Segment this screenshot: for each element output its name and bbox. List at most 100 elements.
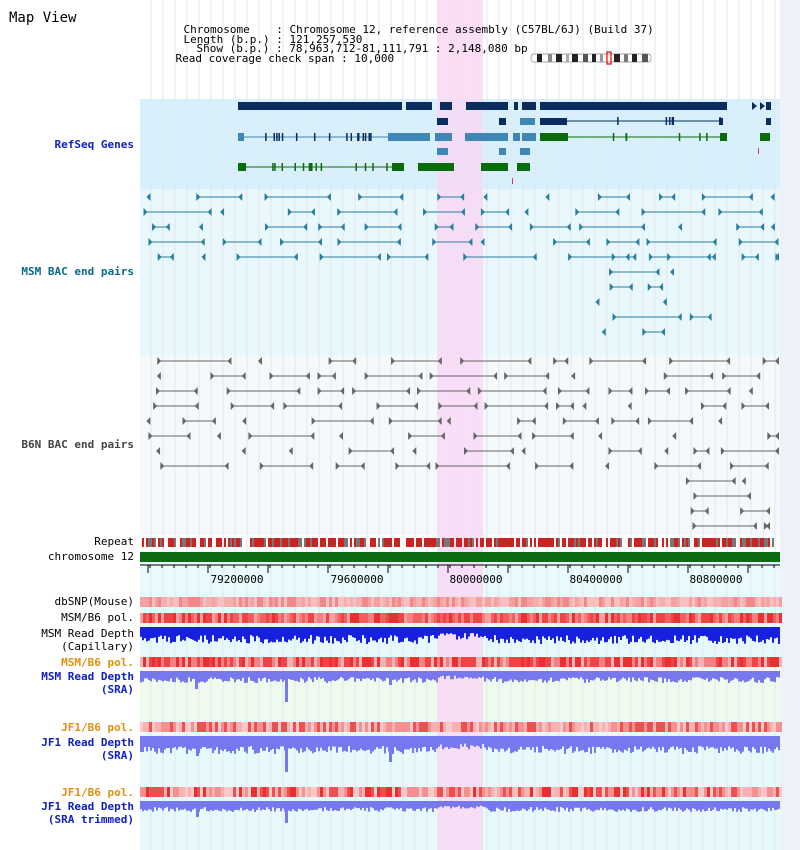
read-depth-bar	[516, 671, 518, 681]
polymorphism-cell	[245, 613, 248, 623]
read-depth-bar	[562, 671, 564, 679]
read-depth-bar	[752, 801, 754, 810]
read-depth-bar	[334, 671, 336, 682]
read-depth-bar	[166, 801, 168, 808]
repeat-element	[614, 538, 616, 547]
bac-end	[685, 387, 690, 395]
read-depth-bar	[758, 736, 760, 753]
polymorphism-cell	[482, 613, 485, 623]
polymorphism-cell	[218, 657, 221, 667]
polymorphism-cell	[416, 722, 419, 732]
bac-end	[198, 223, 203, 231]
track-label-chromosome[interactable]: chromosome 12	[47, 550, 134, 563]
read-depth-bar	[170, 671, 172, 679]
polymorphism-cell	[614, 597, 617, 607]
polymorphism-cell	[299, 722, 302, 732]
track-label-b6n-bac[interactable]: B6N BAC end pairs	[21, 438, 134, 451]
bac-end	[335, 462, 340, 470]
track-label-jf1-b6-pol-trim[interactable]: JF1/B6 pol.	[61, 786, 134, 799]
read-depth-bar	[168, 627, 170, 638]
polymorphism-cell	[158, 787, 161, 797]
read-depth-bar	[234, 671, 236, 683]
polymorphism-cell	[593, 597, 596, 607]
polymorphism-cell	[344, 597, 347, 607]
polymorphism-cell	[410, 657, 413, 667]
polymorphism-cell	[479, 787, 482, 797]
read-depth-bar	[344, 801, 346, 811]
polymorphism-cell	[356, 597, 359, 607]
repeat-element	[756, 538, 758, 547]
repeat-element	[396, 538, 398, 547]
track-label-repeat[interactable]: Repeat	[94, 535, 134, 548]
track-label-dbsnp[interactable]: dbSNP(Mouse)	[54, 595, 134, 608]
repeat-element	[710, 538, 712, 547]
polymorphism-cell	[515, 787, 518, 797]
polymorphism-cell	[683, 787, 686, 797]
polymorphism-cell	[635, 657, 638, 667]
read-depth-bar	[372, 627, 374, 641]
gene-exon	[313, 133, 316, 141]
read-depth-bar	[148, 671, 150, 681]
repeat-element	[452, 538, 454, 547]
read-depth-bar	[550, 627, 552, 641]
polymorphism-cell	[641, 722, 644, 732]
polymorphism-cell	[518, 613, 521, 623]
polymorphism-cell	[245, 722, 248, 732]
read-depth-bar	[506, 671, 508, 682]
bac-end	[358, 193, 363, 201]
read-depth-bar	[602, 801, 604, 811]
polymorphism-cell	[566, 787, 569, 797]
track-label-msm-b6-pol-sra[interactable]: MSM/B6 pol.	[61, 656, 134, 669]
track-label-msm-b6-pol[interactable]: MSM/B6 pol.	[61, 611, 134, 624]
polymorphism-cell	[695, 597, 698, 607]
gene-feature	[238, 133, 244, 141]
read-depth-bar	[708, 801, 710, 808]
read-depth-bar	[608, 801, 610, 810]
bac-end	[770, 223, 775, 231]
track-label-msm-read-sra-1[interactable]: MSM Read Depth	[41, 670, 134, 683]
read-depth-bar	[754, 627, 756, 642]
polymorphism-cell	[638, 722, 641, 732]
polymorphism-cell	[296, 722, 299, 732]
track-label-msm-bac[interactable]: MSM BAC end pairs	[21, 265, 134, 278]
bac-end	[760, 223, 765, 231]
read-depth-bar	[422, 671, 424, 683]
bac-end	[340, 387, 345, 395]
polymorphism-cell	[470, 657, 473, 667]
repeat-element	[570, 538, 572, 547]
polymorphism-cell	[731, 613, 734, 623]
read-depth-bar	[712, 801, 714, 810]
polymorphism-cell	[515, 722, 518, 732]
repeat-element	[472, 538, 474, 547]
bac-end	[741, 402, 746, 410]
read-depth-bar	[508, 736, 510, 748]
read-depth-bar	[456, 801, 458, 807]
read-depth-bar	[644, 671, 646, 678]
repeat-element	[264, 538, 266, 547]
read-depth-bar	[574, 671, 576, 678]
bac-end	[220, 208, 225, 216]
read-depth-bar	[718, 736, 720, 754]
read-depth-bar	[322, 801, 324, 812]
read-depth-bar	[244, 801, 246, 810]
read-depth-bar	[152, 801, 154, 812]
bac-end	[575, 208, 580, 216]
bac-end	[156, 372, 161, 380]
track-label-jf1-b6-pol[interactable]: JF1/B6 pol.	[61, 721, 134, 734]
read-depth-bar	[444, 671, 446, 680]
bac-end	[331, 372, 336, 380]
polymorphism-cell	[491, 597, 494, 607]
track-label-jf1-read-sra-1[interactable]: JF1 Read Depth	[41, 736, 134, 749]
repeat-element	[190, 538, 192, 547]
track-label-msm-read-capillary-1[interactable]: MSM Read Depth	[41, 627, 134, 640]
read-depth-bar	[678, 671, 680, 681]
read-depth-bar	[316, 671, 318, 680]
polymorphism-cell	[569, 787, 572, 797]
polymorphism-cell	[767, 657, 770, 667]
polymorphism-cell	[176, 657, 179, 667]
read-depth-bar	[722, 736, 724, 752]
track-label-refseq[interactable]: RefSeq Genes	[54, 138, 134, 151]
track-label-jf1-read-trim-1[interactable]: JF1 Read Depth	[41, 800, 134, 813]
polymorphism-cell	[590, 722, 593, 732]
